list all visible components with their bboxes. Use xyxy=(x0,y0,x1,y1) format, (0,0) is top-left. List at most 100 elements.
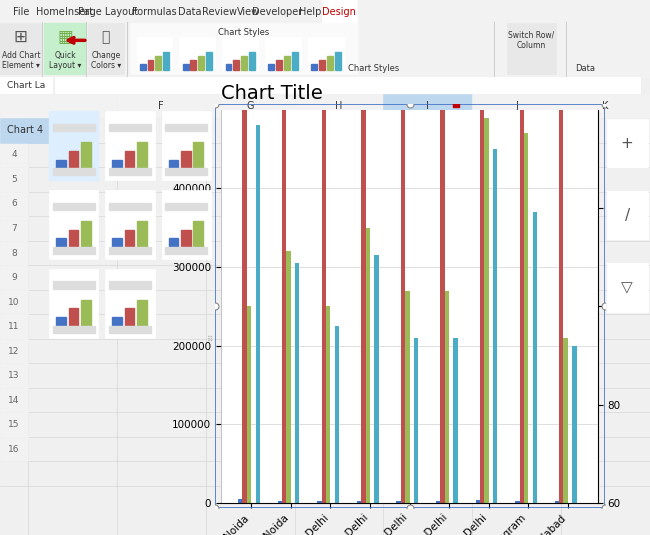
Bar xyxy=(112,317,122,331)
Bar xyxy=(335,52,341,70)
Bar xyxy=(0,118,70,143)
Bar xyxy=(607,119,647,167)
Bar xyxy=(440,110,445,503)
Bar xyxy=(561,94,650,118)
Bar xyxy=(357,501,361,503)
Bar xyxy=(294,94,383,118)
Bar xyxy=(607,264,647,311)
Bar xyxy=(484,118,489,503)
Text: Design: Design xyxy=(322,7,356,18)
Bar xyxy=(317,501,322,503)
Bar xyxy=(0,241,28,265)
Text: View: View xyxy=(237,7,260,18)
Bar xyxy=(49,111,98,180)
Bar xyxy=(532,212,537,503)
Bar xyxy=(295,263,300,503)
Bar xyxy=(436,501,440,503)
Bar xyxy=(607,191,647,239)
Bar xyxy=(28,94,117,118)
Bar xyxy=(53,168,95,175)
Bar xyxy=(292,52,298,70)
Bar xyxy=(125,230,135,252)
Bar xyxy=(53,124,95,131)
Bar xyxy=(308,37,344,70)
Bar xyxy=(81,300,90,331)
Bar xyxy=(57,239,66,252)
Text: Add Chart
Element ▾: Add Chart Element ▾ xyxy=(1,51,40,70)
Bar xyxy=(165,203,207,210)
Bar xyxy=(57,160,66,173)
Text: 15: 15 xyxy=(8,420,20,429)
Bar xyxy=(168,160,178,173)
Text: ▦: ▦ xyxy=(57,28,73,46)
Bar xyxy=(282,110,287,503)
Bar xyxy=(445,291,449,503)
Bar xyxy=(198,56,204,70)
Text: Home: Home xyxy=(36,7,64,18)
Bar xyxy=(81,221,90,252)
Text: File: File xyxy=(12,7,29,18)
Bar xyxy=(222,37,258,70)
Bar xyxy=(140,64,146,70)
Bar xyxy=(238,499,242,503)
Bar xyxy=(109,124,151,131)
Bar xyxy=(311,64,317,70)
Bar xyxy=(0,290,28,314)
Bar xyxy=(241,56,247,70)
Bar xyxy=(163,52,169,70)
Text: I: I xyxy=(426,101,429,111)
Bar xyxy=(112,239,122,252)
Text: Chart La: Chart La xyxy=(7,81,45,89)
Bar xyxy=(125,151,135,173)
Text: 5: 5 xyxy=(11,175,17,184)
Bar xyxy=(162,111,211,180)
Bar xyxy=(0,339,28,363)
Bar xyxy=(205,94,294,118)
Text: 3: 3 xyxy=(11,126,17,135)
Bar xyxy=(365,228,370,503)
Bar xyxy=(276,60,282,70)
Bar xyxy=(183,64,188,70)
Bar xyxy=(287,251,291,503)
Bar xyxy=(327,56,333,70)
Bar xyxy=(265,37,301,70)
Text: F: F xyxy=(159,101,164,111)
Bar xyxy=(0,78,52,93)
Bar xyxy=(0,265,28,290)
Bar xyxy=(326,306,330,503)
Bar xyxy=(572,346,577,503)
Bar xyxy=(507,23,556,74)
Text: /: / xyxy=(625,208,630,223)
Bar xyxy=(361,110,365,503)
Bar xyxy=(130,23,358,74)
Bar xyxy=(226,64,231,70)
Bar xyxy=(109,247,151,254)
Bar xyxy=(109,281,151,289)
Bar xyxy=(0,143,28,167)
Text: Data: Data xyxy=(178,7,202,18)
Bar xyxy=(162,190,211,259)
Bar xyxy=(105,190,155,259)
Text: 🎨: 🎨 xyxy=(102,30,110,44)
Text: Chart Title: Chart Title xyxy=(221,83,323,103)
Bar xyxy=(49,190,98,259)
Bar xyxy=(181,230,190,252)
Text: Quick
Layout ▾: Quick Layout ▾ xyxy=(49,51,81,70)
Bar xyxy=(44,23,86,74)
Bar xyxy=(181,151,190,173)
Text: J: J xyxy=(515,101,518,111)
Bar xyxy=(374,255,379,503)
Bar xyxy=(179,37,215,70)
Text: 10: 10 xyxy=(8,297,20,307)
Bar xyxy=(117,94,205,118)
Text: 12: 12 xyxy=(8,347,20,356)
Text: Change
Colors ▾: Change Colors ▾ xyxy=(91,51,121,70)
Bar xyxy=(519,110,524,503)
Bar xyxy=(53,247,95,254)
Bar xyxy=(515,501,519,503)
Text: ⊞: ⊞ xyxy=(14,28,28,46)
Text: Switch Row/
Column: Switch Row/ Column xyxy=(508,30,554,50)
Bar xyxy=(193,142,203,173)
Bar xyxy=(322,110,326,503)
Bar xyxy=(148,60,153,70)
